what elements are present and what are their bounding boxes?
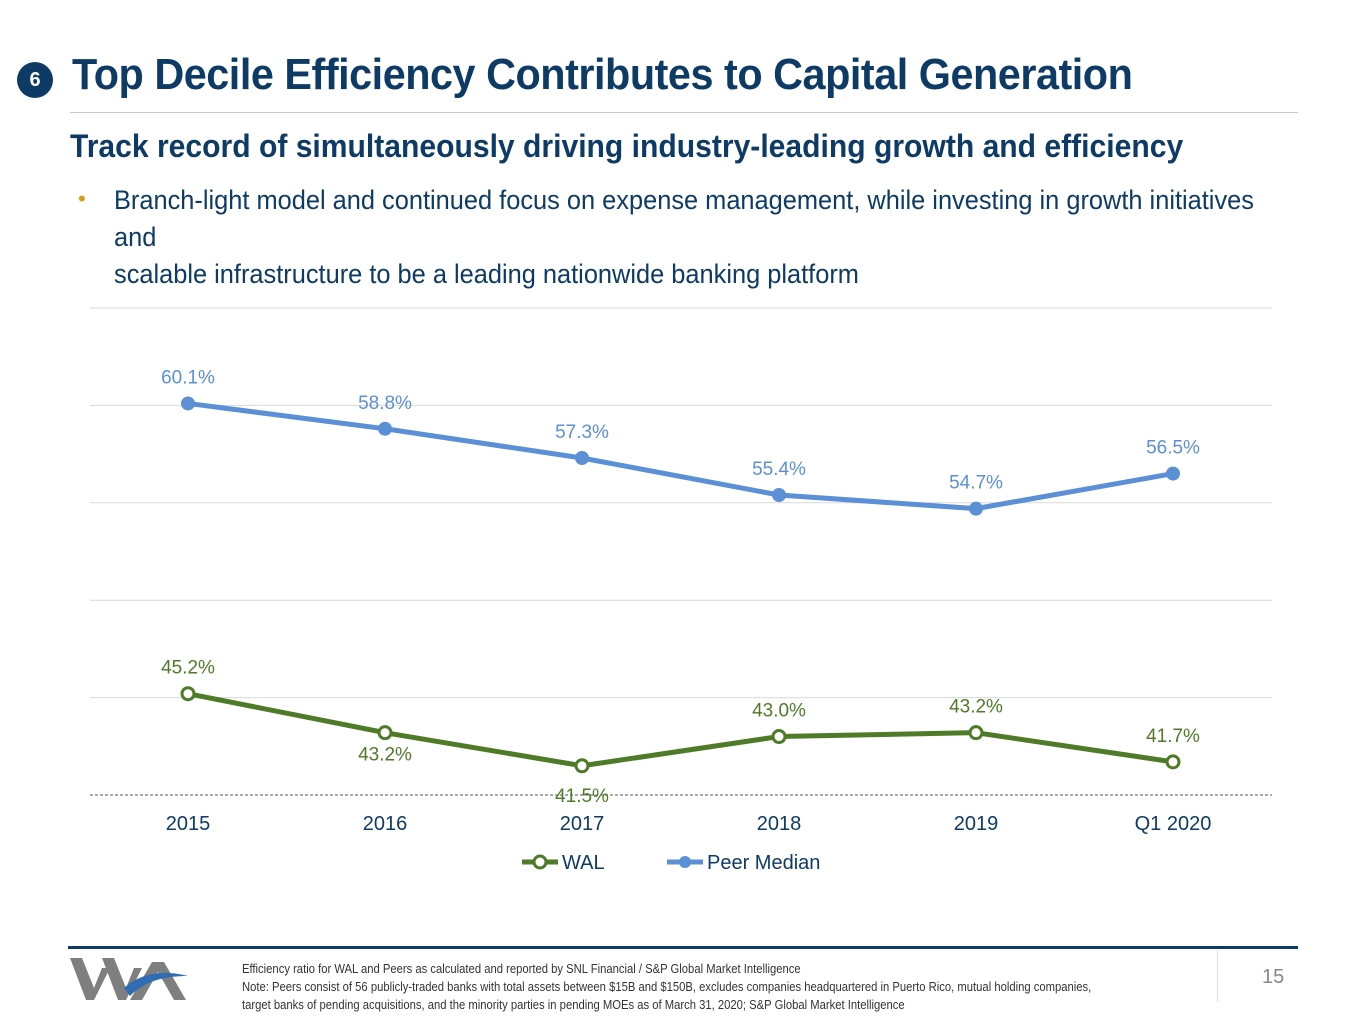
data-point-marker (377, 725, 393, 741)
data-point-marker (772, 488, 786, 503)
data-point-marker (378, 421, 392, 436)
data-label: 43.0% (752, 701, 806, 722)
data-point-marker (969, 501, 983, 516)
bullet-line-2: scalable infrastructure to be a leading … (114, 259, 859, 289)
footnote: Efficiency ratio for WAL and Peers as ca… (242, 960, 1106, 1014)
data-point-marker (181, 396, 195, 411)
page-title: Top Decile Efficiency Contributes to Cap… (72, 50, 1133, 99)
footer-divider (68, 946, 1298, 949)
footnote-line-3: target banks of pending acquisitions, an… (242, 998, 905, 1012)
series-line-wal (187, 691, 1174, 769)
data-label: 41.5% (555, 786, 609, 807)
data-label: 41.7% (1146, 726, 1200, 747)
section-number-badge: 6 (17, 62, 53, 98)
data-label: 43.2% (949, 697, 1003, 718)
data-label: 57.3% (555, 422, 609, 443)
page-subtitle: Track record of simultaneously driving i… (70, 128, 1184, 164)
data-label: 54.7% (949, 473, 1003, 494)
bullet-line-1: Branch-light model and continued focus o… (114, 185, 1254, 252)
title-divider (70, 112, 1298, 113)
data-label: 45.2% (161, 658, 215, 679)
data-label: 43.2% (358, 745, 412, 766)
data-point-marker (574, 758, 590, 774)
data-point-marker (968, 725, 984, 741)
efficiency-line-chart: 2015 2016 2017 2018 2019 Q1 2020 45.2% 43.2% 41.… (90, 307, 1272, 874)
footnote-line-2: Note: Peers consist of 56 publicly-trade… (242, 980, 1092, 994)
x-tick-label: 2018 (757, 813, 802, 835)
x-tick-label: 2015 (166, 813, 211, 835)
data-label: 58.8% (358, 393, 412, 414)
footnote-line-1: Efficiency ratio for WAL and Peers as ca… (242, 962, 801, 976)
x-tick-label: 2019 (954, 813, 999, 835)
bullet-text: Branch-light model and continued focus o… (114, 182, 1298, 293)
legend-marker (679, 856, 691, 868)
series-line-peer-median (187, 400, 1174, 512)
data-label: 55.4% (752, 459, 806, 480)
x-tick-label: 2017 (560, 813, 605, 835)
footer-vertical-divider (1217, 950, 1218, 1002)
data-point-marker (575, 450, 589, 465)
western-alliance-logo (70, 958, 188, 1000)
data-point-marker (1166, 466, 1180, 481)
x-tick-label: 2016 (363, 813, 408, 835)
data-point-marker (1165, 754, 1181, 770)
legend-label: Peer Median (707, 852, 820, 874)
data-label: 56.5% (1146, 438, 1200, 459)
legend-marker (532, 854, 548, 870)
bullet-marker: • (78, 186, 86, 211)
x-tick-label: Q1 2020 (1135, 813, 1212, 835)
page-number: 15 (1262, 966, 1285, 988)
data-label: 60.1% (161, 367, 215, 388)
data-point-marker (180, 686, 196, 702)
legend-label: WAL (562, 852, 605, 874)
data-point-marker (771, 729, 787, 745)
